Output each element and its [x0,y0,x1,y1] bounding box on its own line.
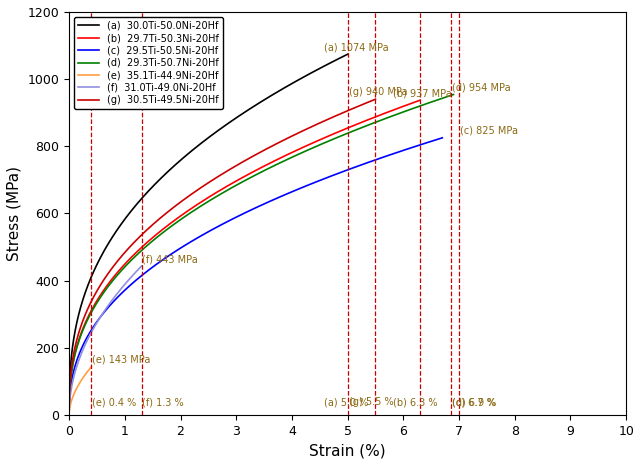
(f)  31.0Ti-49.0Ni-20Hf [100,309,108,314]
(a)  30.0Ti-50.0Ni-20Hf [344,52,351,57]
(g)  30.5Ti-49.5Ni-20Hf [231,164,238,169]
Text: (e) 0.4 %: (e) 0.4 % [92,398,137,407]
Line: (e)  35.1Ti-44.9Ni-20Hf: (e) 35.1Ti-44.9Ni-20Hf [69,367,92,413]
(a)  30.0Ti-50.0Ni-20Hf [216,126,224,132]
(g)  30.5Ti-49.5Ni-20Hf [364,100,372,105]
Text: (f) 443 MPa: (f) 443 MPa [142,254,198,264]
Legend: (a)  30.0Ti-50.0Ni-20Hf, (b)  29.7Ti-50.3Ni-20Hf, (c)  29.5Ti-50.5Ni-20Hf, (d)  : (a) 30.0Ti-50.0Ni-20Hf, (b) 29.7Ti-50.3N… [74,17,223,109]
Text: (b) 937 MPa: (b) 937 MPa [394,88,452,99]
(f)  31.0Ti-49.0Ni-20Hf [108,297,116,303]
Text: (e) 143 MPa: (e) 143 MPa [92,355,151,365]
(e)  35.1Ti-44.9Ni-20Hf [65,410,73,416]
(b)  29.7Ti-50.3Ni-20Hf [274,156,282,162]
(b)  29.7Ti-50.3Ni-20Hf [65,403,73,408]
(f)  31.0Ti-49.0Ni-20Hf [99,309,107,315]
(c)  29.5Ti-50.5Ni-20Hf [287,189,295,195]
Text: (f) 1.3 %: (f) 1.3 % [142,398,184,407]
(b)  29.7Ti-50.3Ni-20Hf [416,98,424,103]
(b)  29.7Ti-50.3Ni-20Hf [234,177,242,183]
Text: (c) 825 MPa: (c) 825 MPa [460,126,518,135]
(f)  31.0Ti-49.0Ni-20Hf [65,408,73,413]
(a)  30.0Ti-50.0Ni-20Hf [337,55,345,60]
(g)  30.5Ti-49.5Ni-20Hf [317,120,324,126]
(c)  29.5Ti-50.5Ni-20Hf [65,405,73,411]
(c)  29.5Ti-50.5Ni-20Hf [438,135,446,140]
(e)  35.1Ti-44.9Ni-20Hf [83,369,91,374]
Text: (d) 954 MPa: (d) 954 MPa [452,83,510,93]
(e)  35.1Ti-44.9Ni-20Hf [88,364,96,370]
Line: (f)  31.0Ti-49.0Ni-20Hf: (f) 31.0Ti-49.0Ni-20Hf [69,266,142,411]
(c)  29.5Ti-50.5Ni-20Hf [267,198,275,204]
(a)  30.0Ti-50.0Ni-20Hf [199,139,207,145]
Line: (g)  30.5Ti-49.5Ni-20Hf: (g) 30.5Ti-49.5Ni-20Hf [69,99,376,404]
(a)  30.0Ti-50.0Ni-20Hf [197,140,205,146]
(f)  31.0Ti-49.0Ni-20Hf [104,303,112,308]
X-axis label: Strain (%): Strain (%) [310,443,386,458]
(g)  30.5Ti-49.5Ni-20Hf [213,175,221,180]
(b)  29.7Ti-50.3Ni-20Hf [353,121,361,127]
Line: (c)  29.5Ti-50.5Ni-20Hf: (c) 29.5Ti-50.5Ni-20Hf [69,138,442,408]
(d)  29.3Ti-50.7Ni-20Hf [440,95,448,100]
(g)  30.5Ti-49.5Ni-20Hf [65,401,73,406]
(d)  29.3Ti-50.7Ni-20Hf [248,174,256,180]
(a)  30.0Ti-50.0Ni-20Hf [65,398,73,404]
Text: (b) 6.3 %: (b) 6.3 % [394,398,438,407]
Text: (d) 6.9 %: (d) 6.9 % [452,398,496,407]
(b)  29.7Ti-50.3Ni-20Hf [232,179,240,184]
Line: (b)  29.7Ti-50.3Ni-20Hf: (b) 29.7Ti-50.3Ni-20Hf [69,100,420,405]
(c)  29.5Ti-50.5Ni-20Hf [242,209,250,215]
Y-axis label: Stress (MPa): Stress (MPa) [7,166,22,261]
(a)  30.0Ti-50.0Ni-20Hf [294,78,301,83]
(e)  35.1Ti-44.9Ni-20Hf [87,365,95,370]
(b)  29.7Ti-50.3Ni-20Hf [255,166,263,172]
(e)  35.1Ti-44.9Ni-20Hf [78,378,85,383]
(d)  29.3Ti-50.7Ni-20Hf [250,173,258,179]
(c)  29.5Ti-50.5Ni-20Hf [371,157,379,163]
(b)  29.7Ti-50.3Ni-20Hf [408,100,415,106]
(e)  35.1Ti-44.9Ni-20Hf [76,380,84,385]
(d)  29.3Ti-50.7Ni-20Hf [273,161,281,167]
Text: (g) 5.5 %: (g) 5.5 % [349,398,394,407]
(f)  31.0Ti-49.0Ni-20Hf [136,265,144,271]
(g)  30.5Ti-49.5Ni-20Hf [247,154,255,160]
Line: (d)  29.3Ti-50.7Ni-20Hf: (d) 29.3Ti-50.7Ni-20Hf [69,94,453,405]
(d)  29.3Ti-50.7Ni-20Hf [449,92,457,97]
(g)  30.5Ti-49.5Ni-20Hf [211,176,219,181]
(f)  31.0Ti-49.0Ni-20Hf [138,263,146,269]
Text: (g) 940 MPa: (g) 940 MPa [349,87,407,97]
Line: (a)  30.0Ti-50.0Ni-20Hf: (a) 30.0Ti-50.0Ni-20Hf [69,54,347,401]
(a)  30.0Ti-50.0Ni-20Hf [231,116,238,121]
(c)  29.5Ti-50.5Ni-20Hf [245,208,253,214]
(f)  31.0Ti-49.0Ni-20Hf [124,277,132,283]
(d)  29.3Ti-50.7Ni-20Hf [380,116,388,122]
Text: (a) 1074 MPa: (a) 1074 MPa [324,43,389,53]
(g)  30.5Ti-49.5Ni-20Hf [372,96,379,102]
(c)  29.5Ti-50.5Ni-20Hf [429,138,437,143]
(d)  29.3Ti-50.7Ni-20Hf [65,403,73,408]
Text: (a) 5.0 %: (a) 5.0 % [324,398,369,407]
(e)  35.1Ti-44.9Ni-20Hf [76,380,83,385]
(e)  35.1Ti-44.9Ni-20Hf [79,376,87,381]
Text: (c) 6.7 %: (c) 6.7 % [452,398,495,407]
(d)  29.3Ti-50.7Ni-20Hf [294,152,302,157]
